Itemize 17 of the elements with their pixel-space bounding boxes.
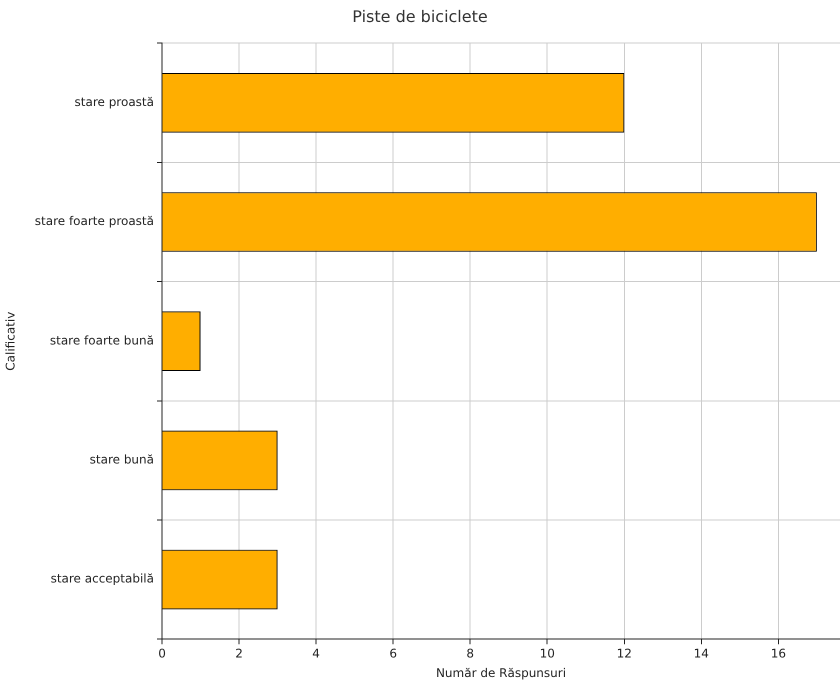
y-axis-title: Calificativ [3,312,18,371]
x-tick-label: 16 [770,646,786,661]
x-tick-label: 4 [312,646,320,661]
x-tick-label: 2 [235,646,243,661]
y-tick-label: stare bună [90,452,154,467]
x-tick-label: 14 [694,646,709,661]
chart-title: Piste de biciclete [352,6,488,26]
y-tick-label: stare proastă [74,94,154,109]
y-tick-label: stare foarte bună [50,333,154,348]
x-axis-title: Număr de Răspunsuri [436,666,566,680]
y-tick-label: stare foarte proastă [34,214,154,228]
x-tick-label: 0 [158,646,166,661]
x-tick-label: 8 [466,646,474,661]
x-tick-label: 12 [616,646,632,661]
y-tick-label: stare acceptabilă [50,572,154,586]
x-tick-label: 6 [389,646,397,661]
x-tick-label: 10 [540,646,555,661]
